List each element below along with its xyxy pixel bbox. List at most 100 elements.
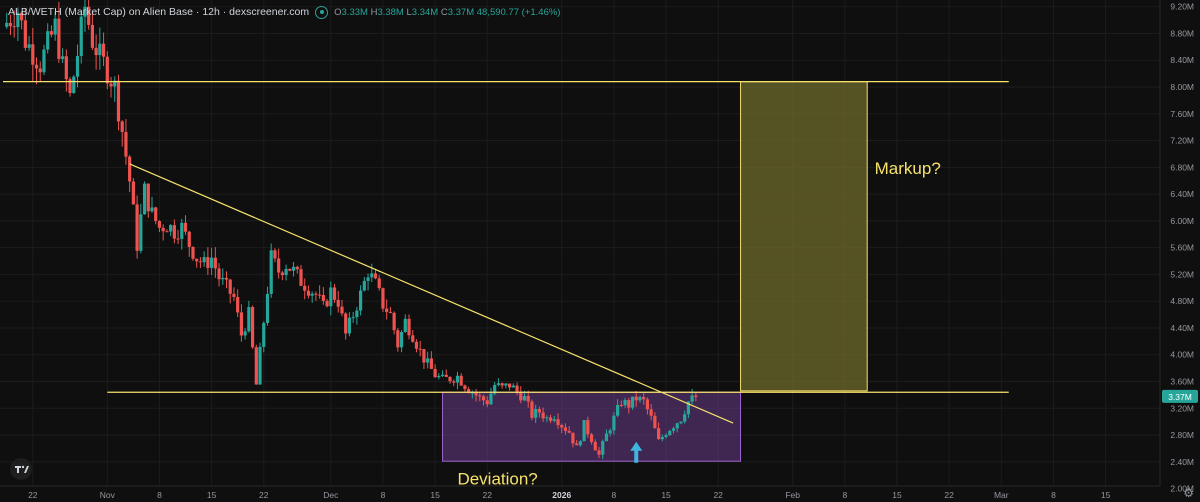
candle-body — [236, 296, 240, 313]
candle-body — [504, 383, 508, 386]
candle-body — [135, 204, 139, 251]
candle-body — [373, 273, 378, 279]
candle-body — [619, 404, 623, 406]
candle-body — [139, 214, 143, 251]
candle-body — [496, 383, 501, 385]
candle-body — [128, 156, 132, 182]
tradingview-logo[interactable] — [10, 458, 32, 480]
candle-body — [57, 18, 61, 59]
y-tick-label: 5.20M — [1170, 269, 1194, 279]
descending-trendline[interactable] — [129, 163, 734, 424]
candle-body — [481, 396, 486, 401]
y-tick-label: 5.60M — [1170, 243, 1194, 253]
markup-label[interactable]: Markup? — [875, 159, 941, 178]
candle-body — [12, 26, 16, 28]
candle-body — [87, 6, 91, 25]
candle-body — [262, 322, 266, 347]
x-tick-label: 15 — [661, 490, 671, 500]
symbol-title: ALB/WETH (Market Cap) on Alien Base · 12… — [8, 6, 310, 18]
candle-body — [213, 257, 217, 269]
x-tick-label: 15 — [892, 490, 902, 500]
candle-body — [478, 395, 482, 397]
candle-body — [68, 79, 72, 94]
candle-body — [541, 412, 545, 419]
candle-body — [20, 12, 24, 21]
candle-body — [675, 423, 679, 429]
candle-body — [392, 312, 396, 331]
candle-body — [224, 277, 229, 280]
candle-body — [131, 181, 135, 205]
candle-body — [202, 257, 206, 263]
price-axis — [1160, 0, 1200, 502]
candle-body — [351, 317, 355, 319]
eye-icon[interactable] — [315, 5, 329, 19]
candle-body — [53, 18, 57, 35]
candle-body — [284, 268, 288, 276]
candle-body — [642, 397, 646, 400]
candle-body — [552, 419, 556, 421]
candle-body — [61, 56, 65, 59]
candle-body — [359, 290, 363, 311]
markup-box[interactable] — [740, 81, 868, 392]
candle-body — [366, 277, 370, 281]
candle-body — [545, 417, 549, 419]
candle-body — [616, 404, 620, 416]
candle-body — [448, 376, 452, 382]
candle-body — [332, 287, 337, 300]
candle-body — [228, 279, 232, 294]
candle-body — [604, 433, 609, 442]
candle-body — [645, 399, 650, 410]
x-tick-label: 8 — [381, 490, 386, 500]
candle-body — [508, 383, 512, 388]
candle-body — [403, 318, 407, 332]
candle-body — [537, 409, 541, 413]
candle-body — [42, 49, 46, 73]
candle-body — [511, 385, 515, 388]
deviation-label[interactable]: Deviation? — [457, 470, 537, 489]
candle-body — [679, 421, 683, 424]
candle-body — [470, 392, 474, 394]
candle-body — [269, 250, 273, 294]
candle-body — [612, 415, 616, 431]
candle-body — [668, 430, 672, 436]
candle-body — [548, 417, 553, 421]
candle-body — [109, 83, 113, 87]
last-price-tag — [1162, 389, 1198, 403]
gear-icon[interactable]: ⚙ — [1183, 486, 1194, 500]
candle-body — [593, 441, 597, 451]
candle-body — [586, 420, 590, 435]
candle-body — [660, 437, 664, 440]
candle-body — [385, 308, 389, 312]
candle-body — [5, 22, 9, 27]
candle-body — [191, 246, 195, 259]
candle-body — [277, 258, 281, 273]
candle-body — [90, 24, 94, 48]
candle-body — [16, 12, 20, 28]
candle-body — [105, 56, 109, 84]
candle-body — [426, 358, 430, 363]
candle-body — [582, 420, 586, 442]
candle-body — [671, 428, 676, 431]
candle-body — [27, 44, 31, 48]
y-tick-label: 3.20M — [1170, 403, 1194, 413]
candle-body — [485, 400, 489, 405]
candle-body — [515, 385, 519, 392]
x-tick-label: 15 — [207, 490, 217, 500]
candle-body — [165, 231, 169, 233]
candle-body — [154, 207, 158, 222]
y-tick-label: 3.60M — [1170, 377, 1194, 387]
candle-body — [686, 401, 690, 415]
y-tick-label: 4.00M — [1170, 350, 1194, 360]
candle-body — [463, 385, 467, 390]
candle-body — [243, 331, 247, 336]
x-tick-label: 8 — [842, 490, 847, 500]
candle-body — [306, 290, 311, 296]
candle-body — [519, 391, 523, 401]
candle-body — [608, 430, 612, 434]
candle-body — [329, 287, 333, 307]
candle-body — [634, 396, 638, 401]
candle-body — [437, 375, 441, 378]
candle-body — [101, 43, 106, 57]
